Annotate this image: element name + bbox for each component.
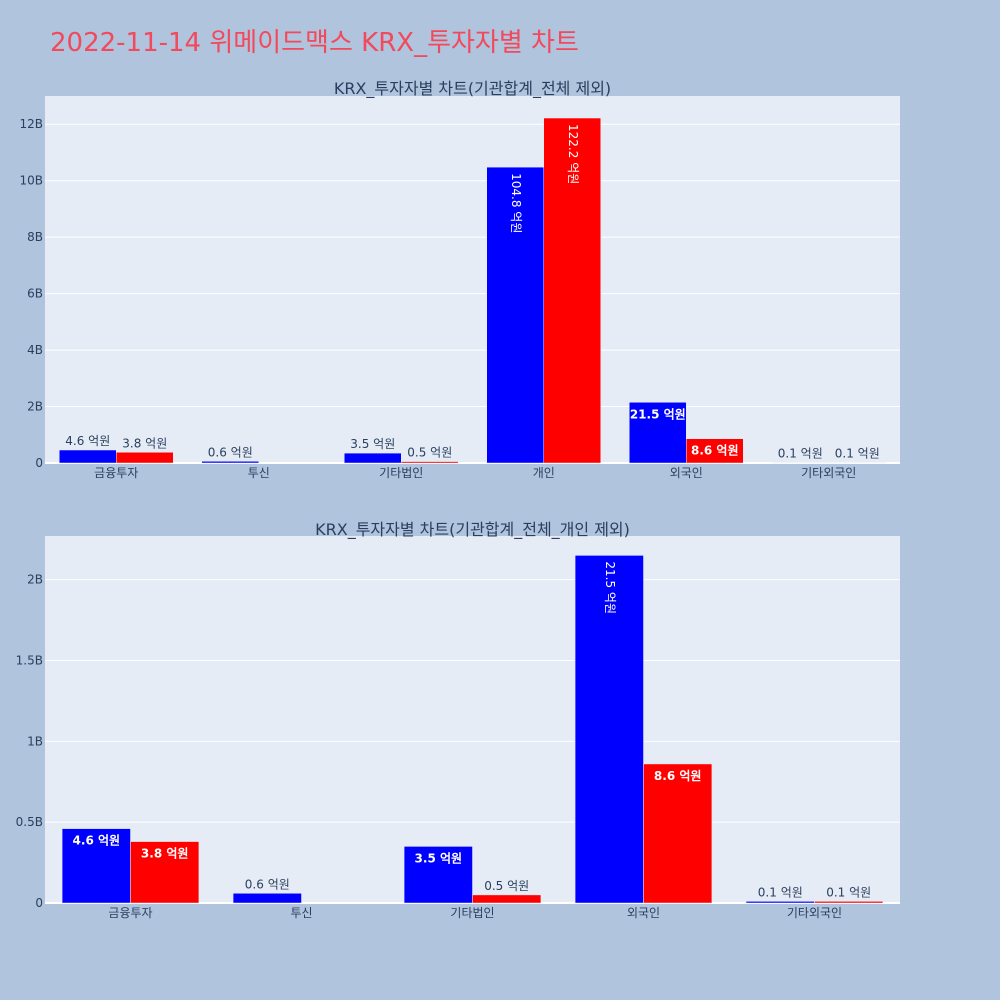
data-label: 0.1 억원 <box>835 447 880 461</box>
data-label: 0.1 억원 <box>826 885 871 899</box>
data-label: 21.5 억원 <box>630 407 686 421</box>
y-tick-label: 10B <box>19 174 43 188</box>
x-tick-label: 외국인 <box>670 466 703 480</box>
bar <box>130 841 200 904</box>
chart-title: KRX_투자자별 차트(기관합계_전체_개인 제외) <box>315 520 630 540</box>
y-tick-label: 4B <box>27 343 43 357</box>
y-tick-label: 8B <box>27 230 43 244</box>
bar <box>643 763 713 904</box>
bar <box>574 555 644 904</box>
bar <box>745 901 815 904</box>
y-tick-label: 0 <box>35 896 43 910</box>
bar <box>814 901 884 904</box>
x-tick-label: 기타외국인 <box>787 906 842 920</box>
data-label: 3.8 억원 <box>122 436 167 450</box>
data-label: 0.5 억원 <box>407 446 452 460</box>
x-tick-label: 개인 <box>533 466 555 480</box>
y-tick-label: 2B <box>27 400 43 414</box>
page-title: 2022-11-14 위메이드맥스 KRX_투자자별 차트 <box>50 28 579 58</box>
bar <box>344 452 402 464</box>
data-label: 4.6 억원 <box>73 834 121 848</box>
data-label: 0.5 억원 <box>484 879 529 893</box>
y-tick-label: 1B <box>27 734 43 748</box>
y-tick-label: 12B <box>19 117 43 131</box>
data-label: 3.8 억원 <box>141 847 189 861</box>
y-tick-label: 0 <box>35 456 43 470</box>
data-label: 0.1 억원 <box>758 885 803 899</box>
x-tick-label: 투신 <box>248 466 270 480</box>
chart-title: KRX_투자자별 차트(기관합계_전체 제외) <box>334 79 611 99</box>
data-label: 0.1 억원 <box>778 447 823 461</box>
y-tick-label: 6B <box>27 287 43 301</box>
bar <box>116 452 174 464</box>
data-label: 8.6 억원 <box>654 769 702 783</box>
bar <box>486 166 544 464</box>
x-tick-label: 기타외국인 <box>801 466 856 480</box>
x-tick-label: 금융투자 <box>94 466 138 480</box>
bar <box>201 461 259 464</box>
data-label: 21.5 억원 <box>603 561 617 614</box>
x-tick-label: 외국인 <box>627 906 660 920</box>
y-tick-label: 0.5B <box>16 815 43 829</box>
plot-area <box>45 96 900 463</box>
bar <box>629 402 687 464</box>
y-tick-label: 1.5B <box>16 653 43 667</box>
data-label: 122.2 억원 <box>566 124 580 184</box>
x-tick-label: 투신 <box>290 906 312 920</box>
bar <box>401 461 459 464</box>
data-label: 104.8 억원 <box>509 173 523 233</box>
bar <box>472 894 542 904</box>
bar <box>543 117 601 464</box>
data-label: 4.6 억원 <box>65 434 110 448</box>
data-label: 8.6 억원 <box>691 444 739 458</box>
data-label: 3.5 억원 <box>350 437 395 451</box>
data-label: 0.6 억원 <box>208 445 253 459</box>
bar <box>59 449 117 464</box>
bar <box>232 893 302 904</box>
y-tick-label: 2B <box>27 573 43 587</box>
x-tick-label: 기타법인 <box>450 906 494 920</box>
x-tick-label: 기타법인 <box>379 466 423 480</box>
bar <box>686 438 744 464</box>
data-label: 0.6 억원 <box>245 877 290 891</box>
data-label: 3.5 억원 <box>415 851 463 865</box>
x-tick-label: 금융투자 <box>108 906 152 920</box>
bar <box>403 846 473 904</box>
